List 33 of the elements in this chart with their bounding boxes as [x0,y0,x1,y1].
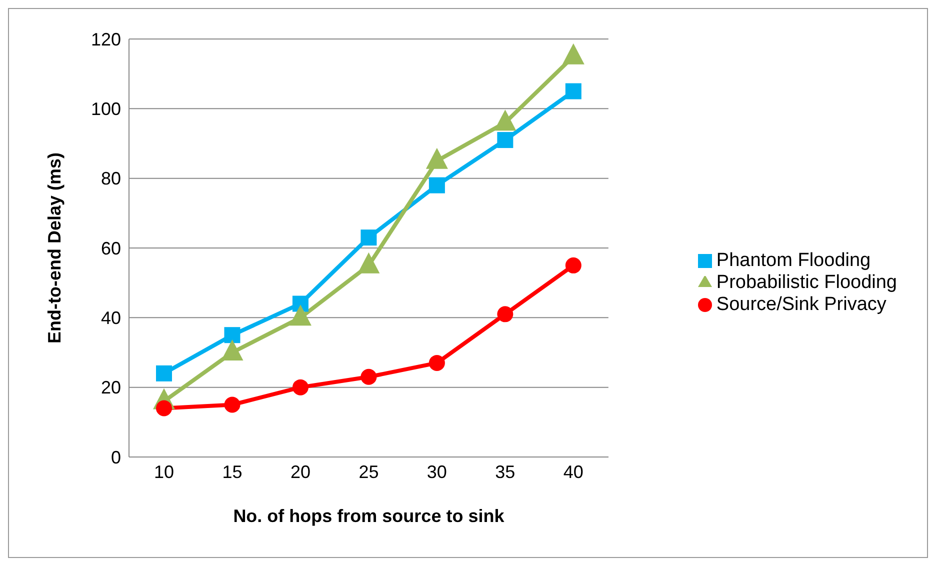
point [565,257,582,274]
y-tick-label: 60 [100,238,121,258]
point [156,400,172,416]
point [565,83,582,100]
x-axis-title: No. of hops from source to sink [233,506,506,526]
y-tick-label: 120 [90,29,121,50]
x-tick-label: 35 [495,462,516,482]
x-tick-label: 40 [563,462,584,482]
legend-label: Phantom Flooding [716,250,871,271]
y-tick-label: 0 [110,447,121,468]
point [360,368,377,385]
y-tick-label: 20 [100,378,121,398]
point [156,365,172,382]
legend-label: Source/Sink Privacy [716,294,886,315]
point [224,396,240,413]
y-tick-label: 100 [90,99,121,120]
x-tick-label: 20 [290,462,310,482]
point [292,379,308,396]
legend-label: Probabilistic Flooding [716,272,897,293]
x-tick-label: 30 [426,462,447,482]
y-tick-label: 40 [100,308,121,328]
y-axis-title: End-to-end Delay (ms) [44,152,64,344]
point [497,132,514,148]
x-tick-label: 10 [154,462,174,482]
point [428,177,445,194]
point [224,327,240,344]
point [360,230,377,246]
point [428,354,445,371]
y-tick-label: 80 [100,168,121,189]
point [292,296,308,312]
point [497,306,514,322]
x-tick-label: 25 [358,462,379,482]
x-tick-label: 15 [222,462,242,482]
